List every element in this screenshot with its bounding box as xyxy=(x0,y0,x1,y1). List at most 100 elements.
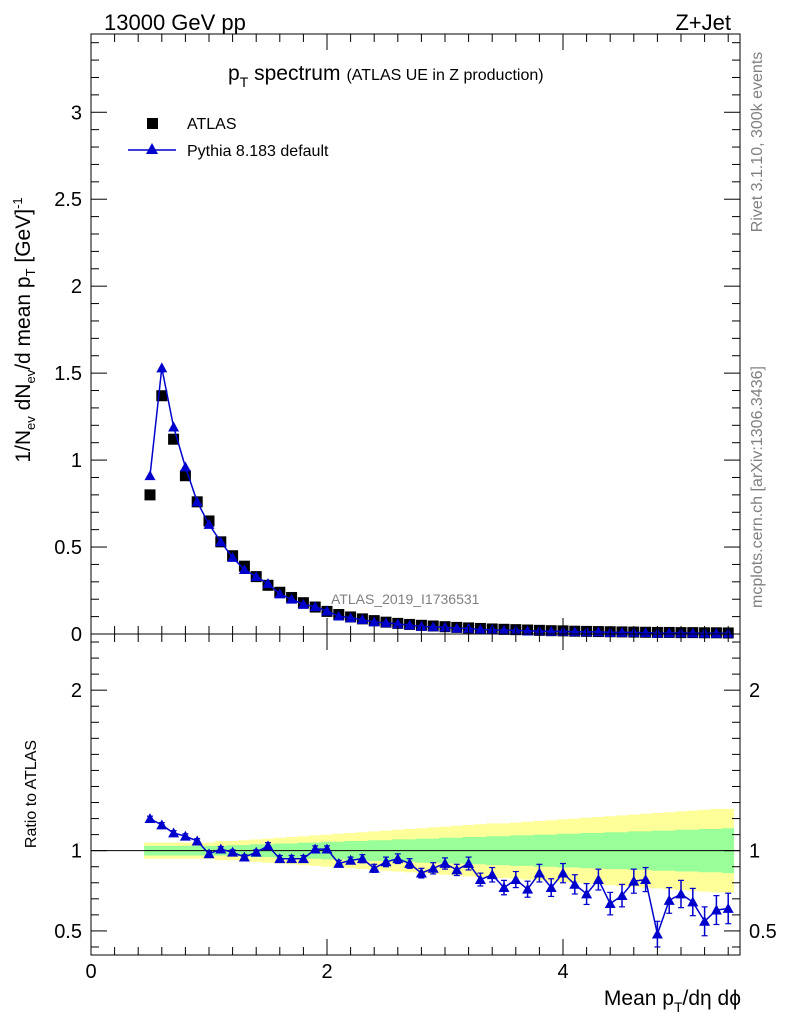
ratio-panel-frame xyxy=(90,633,741,956)
main-y-axis-label-text: 1/Nev dNev/d mean pT [GeV]-1 xyxy=(10,197,38,462)
pythia-data-point xyxy=(392,618,404,629)
plot-title-subscript: T xyxy=(240,74,249,90)
ratio-data-point xyxy=(604,898,616,909)
x-tick-label: 2 xyxy=(321,961,332,983)
ratio-data-point xyxy=(451,864,463,875)
pythia-data-point xyxy=(215,536,227,547)
atlas-data-point xyxy=(144,489,156,501)
main-y-tick-label: 3 xyxy=(71,102,82,124)
plot-title-secondary: (ATLAS UE in Z production) xyxy=(346,67,543,84)
ratio-data-point xyxy=(427,862,439,873)
ratio-data-point xyxy=(404,858,416,868)
header-energy-label: 13000 GeV pp xyxy=(104,10,246,35)
ratio-data-point xyxy=(274,853,286,864)
analysis-id-label: ATLAS_2019_I1736531 xyxy=(331,591,480,607)
x-tick-label: 0 xyxy=(85,961,96,983)
pythia-data-point xyxy=(321,605,333,616)
ratio-ticks-layer: 0.5 0.5 1 1 2 2 0 2 4 xyxy=(54,634,777,983)
ratio-y-tick-label-left: 2 xyxy=(71,680,82,702)
pythia-data-point xyxy=(380,617,392,628)
pythia-data-point xyxy=(368,616,380,627)
ratio-data-point xyxy=(356,853,368,864)
ratio-data-point xyxy=(628,875,640,886)
plot-title-tail: spectrum xyxy=(248,62,340,85)
ratio-data-point xyxy=(510,874,522,884)
ratio-y-tick-label-left: 0.5 xyxy=(54,921,82,943)
pythia-data-point xyxy=(474,623,486,634)
pythia-data-point xyxy=(663,627,675,638)
pythia-data-point xyxy=(451,622,463,633)
legend-pythia-marker xyxy=(146,143,158,154)
main-panel: 0 0.5 1 1.5 2 2.5 3 xyxy=(54,33,741,646)
plot-title-main: p xyxy=(228,62,240,85)
ratio-data-point xyxy=(557,867,569,878)
ratio-data-point xyxy=(215,843,227,854)
main-y-tick-label: 2.5 xyxy=(54,189,82,211)
main-y-tick-label: 0.5 xyxy=(54,537,82,559)
pythia-data-point xyxy=(545,625,557,636)
main-ticks-layer: 0 0.5 1 1.5 2 2.5 3 xyxy=(54,34,740,646)
legend-pythia-label: Pythia 8.183 default xyxy=(187,143,329,160)
ratio-y-axis-label: Ratio to ATLAS xyxy=(23,740,40,848)
x-axis-label-tail: /dη dϕ xyxy=(683,987,741,1010)
ratio-data-point xyxy=(392,853,404,864)
pythia-data-point xyxy=(179,461,191,472)
ratio-data-point xyxy=(569,878,581,889)
ratio-data-point xyxy=(486,869,498,880)
ratio-data-point xyxy=(545,882,557,892)
ratio-data-point xyxy=(415,867,427,878)
pythia-data-point xyxy=(238,564,250,575)
ratio-data-point xyxy=(321,843,333,854)
ratio-data-point xyxy=(333,858,345,868)
pythia-data-point xyxy=(498,624,510,635)
ratio-data-point xyxy=(168,827,180,838)
pythia-data-point xyxy=(309,601,321,612)
header-process-label: Z+Jet xyxy=(675,10,731,35)
ratio-data-point xyxy=(474,874,486,884)
pythia-data-point xyxy=(144,470,156,481)
atlas-data-point xyxy=(179,470,191,482)
ratio-data-point xyxy=(309,843,321,854)
pythia-data-point xyxy=(274,588,286,599)
pythia-data-point xyxy=(262,578,274,588)
main-y-tick-label: 2 xyxy=(71,276,82,298)
pythia-data-point xyxy=(227,551,239,562)
ratio-data-point xyxy=(297,853,309,864)
pythia-data-point xyxy=(415,621,427,631)
pythia-data-point xyxy=(687,627,699,638)
main-y-tick-label: 1 xyxy=(71,450,82,472)
ratio-data-point xyxy=(581,888,593,899)
ratio-data-point xyxy=(345,854,357,865)
pythia-data-point xyxy=(345,612,357,623)
ratio-data-point xyxy=(675,888,687,899)
pythia-data-point xyxy=(404,619,416,630)
ratio-data-point xyxy=(144,813,156,823)
ratio-data-point xyxy=(699,915,711,926)
legend: ATLAS Pythia 8.183 default xyxy=(128,116,329,160)
ratio-data-point xyxy=(203,848,215,859)
ratio-data-point xyxy=(651,928,663,939)
ratio-data-point xyxy=(640,874,652,884)
pythia-data-point xyxy=(333,610,345,621)
atlas-data-point xyxy=(156,390,168,402)
ratio-y-tick-label-right: 1 xyxy=(749,841,760,863)
x-tick-label: 4 xyxy=(557,961,568,983)
pythia-data-point xyxy=(203,518,215,529)
pythia-data-point xyxy=(710,627,722,638)
pythia-data-point xyxy=(640,627,652,638)
atlas-data-point xyxy=(168,433,180,445)
pythia-data-point xyxy=(191,496,203,507)
main-y-tick-label: 1.5 xyxy=(54,363,82,385)
pythia-data-point xyxy=(297,598,309,609)
x-axis-label: Mean pT/dη dϕ xyxy=(604,987,741,1015)
pythia-data-point xyxy=(156,362,168,373)
pythia-data-point xyxy=(286,593,298,604)
mcplots-reference-label: mcplots.cern.ch [arXiv:1306.3436] xyxy=(749,366,766,608)
ratio-data-point xyxy=(533,867,545,878)
x-axis-label-main: Mean p xyxy=(604,987,674,1010)
ratio-data-point xyxy=(722,902,734,913)
ratio-data-point xyxy=(156,819,168,830)
ratio-data-point xyxy=(227,846,239,857)
x-axis-label-subscript: T xyxy=(674,999,683,1015)
